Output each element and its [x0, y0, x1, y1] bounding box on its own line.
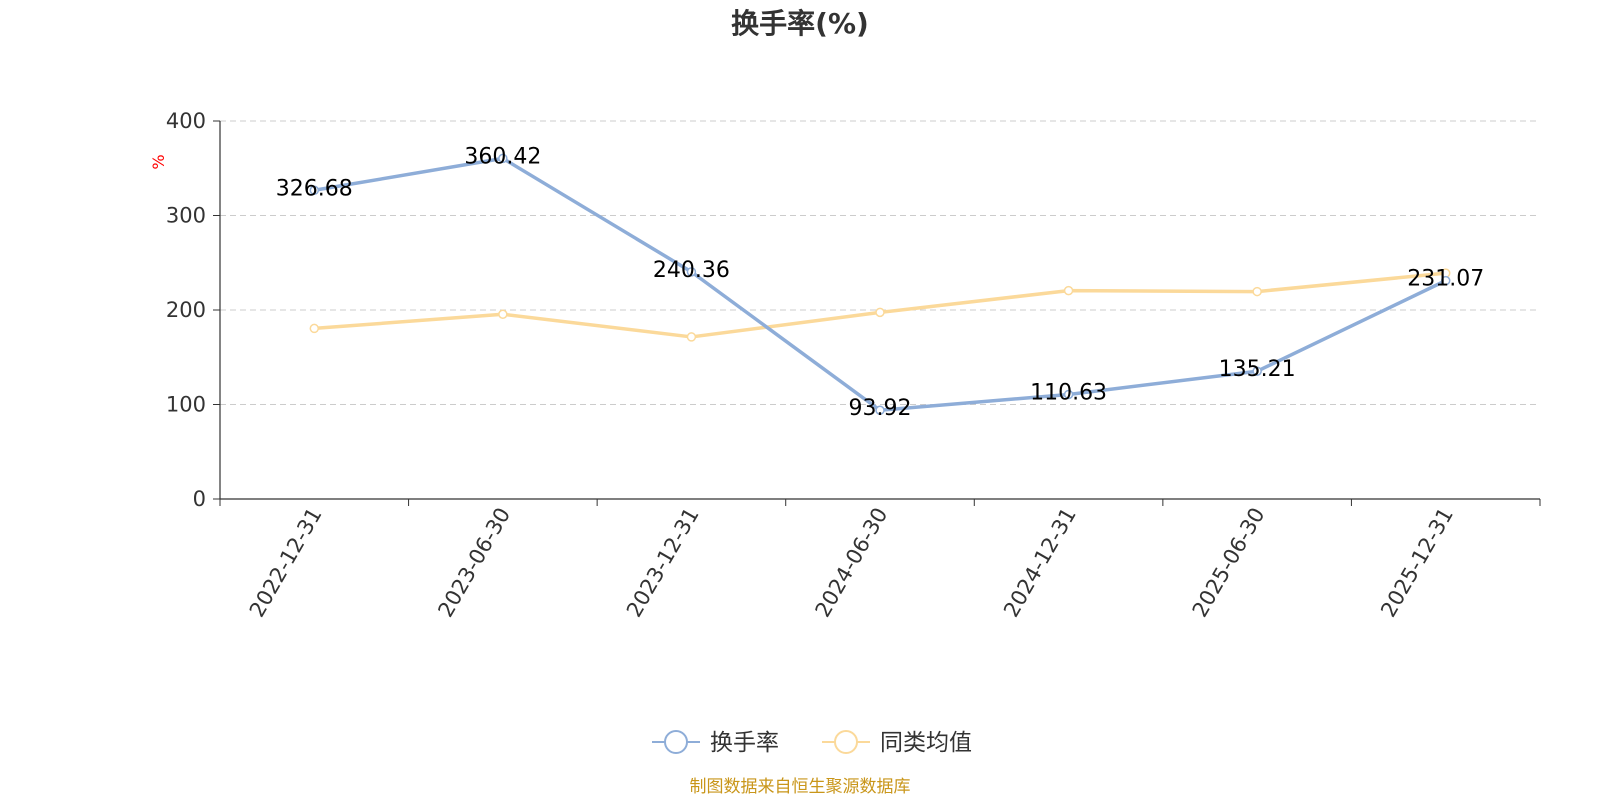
series-point-0 [498, 153, 508, 164]
x-tick-label: 2024-12-31 [999, 504, 1081, 622]
series-point-0 [1252, 366, 1262, 376]
series-line-1 [312, 271, 1448, 339]
y-tick-label: 100 [166, 393, 206, 417]
chart-title: 换手率(%) [731, 7, 869, 40]
data-label: 240.36 [653, 258, 730, 283]
grid-lines [220, 120, 1540, 405]
series-point-0 [1440, 275, 1451, 286]
series-point-1 [875, 307, 885, 318]
series-point-0 [309, 185, 320, 196]
y-axis-unit-label: % [149, 154, 168, 169]
legend-item-1[interactable]: 同类均值 [822, 730, 972, 756]
legend-marker-icon [834, 730, 858, 754]
y-tick-label: 400 [166, 109, 206, 133]
series-point-1 [309, 323, 320, 334]
axes: 0 100 200 300 400 2022-12-31 2023-06-30 2023-12… [166, 109, 1541, 622]
x-tick-label: 2024-06-30 [811, 504, 893, 622]
source-note: 制图数据来自恒生聚源数据库 [690, 777, 911, 797]
data-label: 360.42 [464, 144, 541, 169]
x-tick-label: 2023-06-30 [433, 504, 515, 622]
data-label: 231.07 [1407, 267, 1484, 292]
x-tick-label: 2023-12-31 [622, 504, 704, 622]
x-tick-label: 2025-12-31 [1376, 504, 1458, 622]
series-point-1 [1252, 286, 1262, 297]
series-point-1 [1063, 285, 1074, 296]
x-tick-label: 2025-06-30 [1188, 504, 1270, 622]
data-labels: 326.68 360.42 240.36 93.92 110.63 135.21 231.0… [276, 144, 1484, 421]
data-label: 93.92 [849, 396, 912, 421]
series-point-1 [498, 309, 508, 320]
y-tick-label: 300 [166, 204, 206, 228]
data-label: 135.21 [1219, 357, 1296, 382]
series-point-0 [1063, 389, 1074, 400]
legend-marker-icon [664, 730, 688, 754]
x-tick-label: 2022-12-31 [245, 504, 327, 622]
y-tick-label: 200 [166, 298, 206, 322]
y-tick-label: 0 [193, 487, 206, 511]
legend-label: 换手率 [710, 730, 779, 756]
series-point-0 [875, 405, 885, 415]
series-lines [309, 153, 1451, 415]
legend-label: 同类均值 [880, 730, 972, 756]
data-label: 326.68 [276, 176, 353, 201]
series-point-0 [686, 267, 697, 277]
legend-item-0[interactable]: 换手率 [652, 730, 779, 756]
legend[interactable]: 换手率 同类均值 [652, 730, 972, 756]
series-point-1 [686, 332, 697, 342]
data-label: 110.63 [1030, 380, 1107, 405]
